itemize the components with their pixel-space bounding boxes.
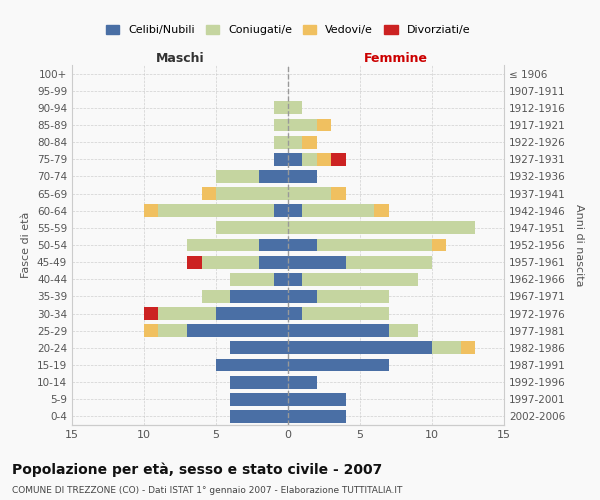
Bar — [216, 222, 288, 234]
Bar — [288, 256, 346, 268]
Bar — [274, 136, 288, 148]
Bar — [216, 170, 259, 183]
Bar — [274, 153, 288, 166]
Bar — [187, 324, 288, 337]
Bar — [288, 102, 302, 114]
Bar — [288, 136, 302, 148]
Bar — [288, 273, 302, 285]
Bar — [317, 153, 331, 166]
Bar — [144, 307, 158, 320]
Bar — [432, 342, 461, 354]
Bar — [331, 187, 346, 200]
Bar — [187, 256, 202, 268]
Bar — [302, 153, 317, 166]
Bar — [288, 170, 317, 183]
Bar — [158, 324, 187, 337]
Bar — [389, 324, 418, 337]
Bar — [216, 307, 288, 320]
Legend: Celibi/Nubili, Coniugati/e, Vedovi/e, Divorziati/e: Celibi/Nubili, Coniugati/e, Vedovi/e, Di… — [101, 20, 475, 40]
Bar — [158, 307, 216, 320]
Bar — [230, 410, 288, 423]
Bar — [317, 118, 331, 132]
Bar — [288, 238, 317, 252]
Bar — [302, 204, 374, 217]
Bar — [288, 324, 389, 337]
Bar — [317, 238, 432, 252]
Bar — [202, 256, 259, 268]
Bar — [274, 102, 288, 114]
Bar — [288, 118, 317, 132]
Bar — [302, 136, 317, 148]
Bar — [288, 222, 475, 234]
Bar — [274, 204, 288, 217]
Bar — [259, 256, 288, 268]
Bar — [288, 307, 302, 320]
Bar — [288, 187, 331, 200]
Text: Maschi: Maschi — [155, 52, 205, 65]
Bar — [432, 238, 446, 252]
Bar — [230, 342, 288, 354]
Bar — [317, 290, 389, 303]
Bar — [288, 290, 317, 303]
Bar — [288, 410, 346, 423]
Text: COMUNE DI TREZZONE (CO) - Dati ISTAT 1° gennaio 2007 - Elaborazione TUTTITALIA.I: COMUNE DI TREZZONE (CO) - Dati ISTAT 1° … — [12, 486, 403, 495]
Bar — [230, 290, 288, 303]
Bar — [216, 187, 288, 200]
Bar — [144, 324, 158, 337]
Bar — [288, 376, 317, 388]
Bar — [230, 376, 288, 388]
Bar — [288, 342, 432, 354]
Bar — [202, 290, 230, 303]
Bar — [187, 238, 259, 252]
Bar — [288, 358, 389, 372]
Bar — [288, 204, 302, 217]
Bar — [374, 204, 389, 217]
Bar — [230, 393, 288, 406]
Y-axis label: Anni di nascita: Anni di nascita — [574, 204, 584, 286]
Bar — [216, 358, 288, 372]
Bar — [461, 342, 475, 354]
Bar — [144, 204, 158, 217]
Bar — [202, 187, 216, 200]
Bar — [302, 273, 418, 285]
Text: Popolazione per età, sesso e stato civile - 2007: Popolazione per età, sesso e stato civil… — [12, 462, 382, 477]
Bar — [259, 238, 288, 252]
Bar — [158, 204, 274, 217]
Bar — [274, 118, 288, 132]
Bar — [288, 153, 302, 166]
Bar — [331, 153, 346, 166]
Bar — [274, 273, 288, 285]
Bar — [346, 256, 432, 268]
Bar — [302, 307, 389, 320]
Bar — [230, 273, 274, 285]
Y-axis label: Fasce di età: Fasce di età — [22, 212, 31, 278]
Bar — [259, 170, 288, 183]
Bar — [288, 393, 346, 406]
Text: Femmine: Femmine — [364, 52, 428, 65]
